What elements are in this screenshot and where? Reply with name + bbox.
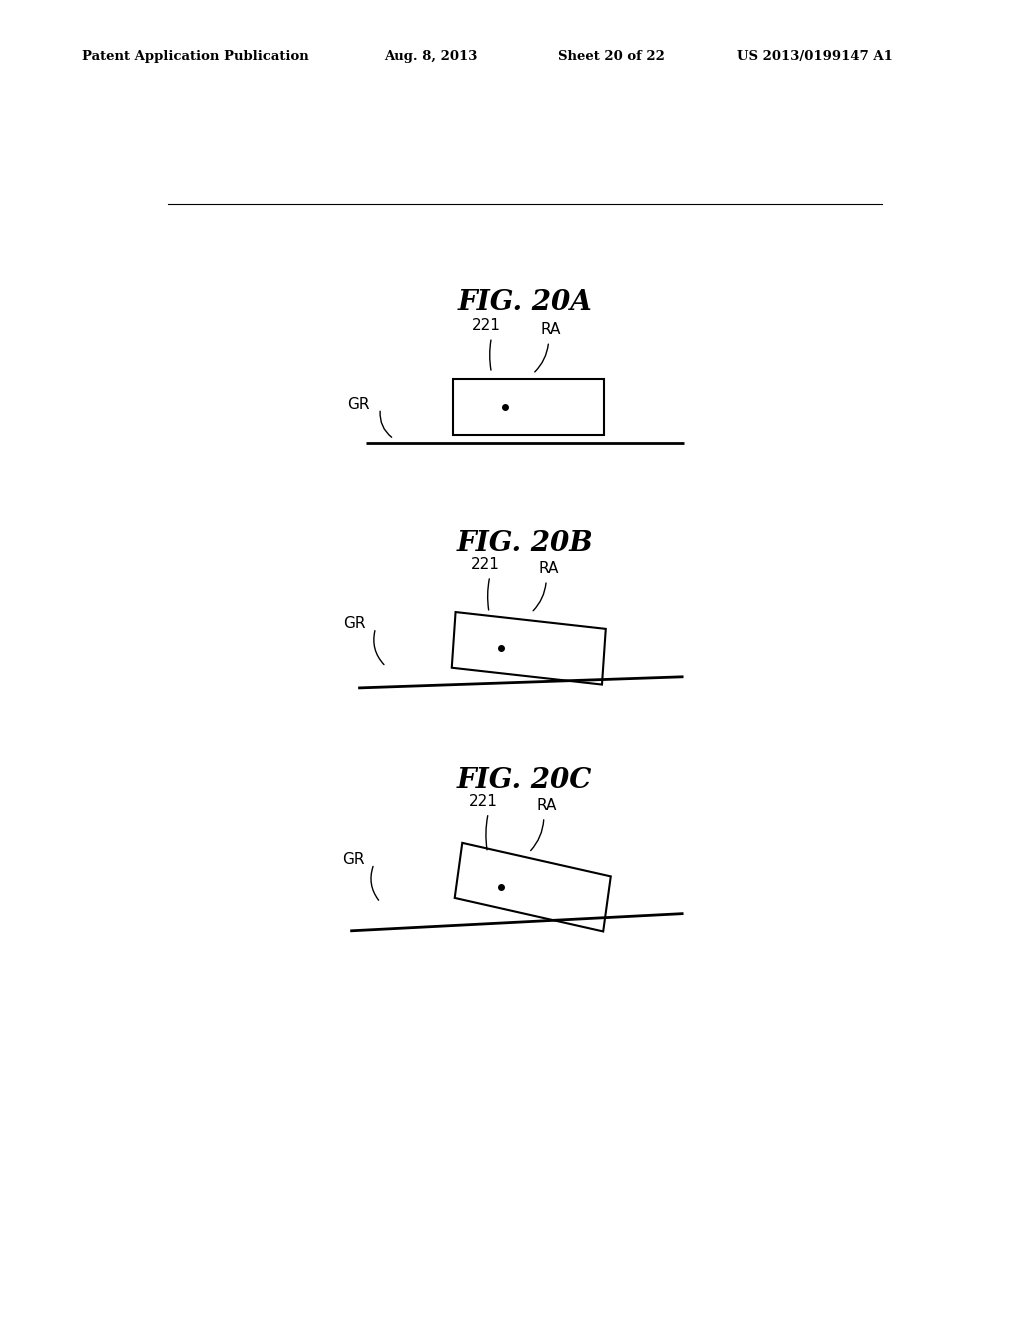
Text: US 2013/0199147 A1: US 2013/0199147 A1	[737, 50, 893, 63]
Text: FIG. 20A: FIG. 20A	[458, 289, 592, 315]
Text: GR: GR	[342, 853, 365, 867]
Text: RA: RA	[541, 322, 561, 338]
Text: Patent Application Publication: Patent Application Publication	[82, 50, 308, 63]
Text: 221: 221	[471, 557, 500, 572]
Text: RA: RA	[537, 799, 557, 813]
Text: RA: RA	[539, 561, 559, 576]
Text: FIG. 20B: FIG. 20B	[457, 529, 593, 557]
Text: GR: GR	[344, 616, 367, 631]
Text: Aug. 8, 2013: Aug. 8, 2013	[384, 50, 477, 63]
Text: Sheet 20 of 22: Sheet 20 of 22	[558, 50, 665, 63]
Text: FIG. 20C: FIG. 20C	[457, 767, 593, 793]
Text: GR: GR	[347, 397, 370, 412]
Text: 221: 221	[472, 318, 501, 333]
Text: 221: 221	[469, 793, 498, 809]
